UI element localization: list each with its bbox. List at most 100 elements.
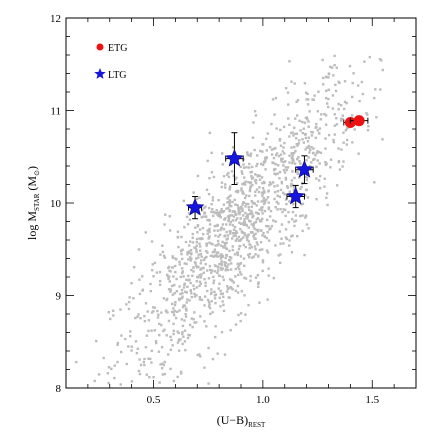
background-point <box>258 178 262 181</box>
background-point <box>180 318 183 321</box>
background-point <box>253 227 256 230</box>
background-point <box>249 185 253 188</box>
background-point <box>177 338 181 341</box>
background-point <box>235 176 238 179</box>
background-point <box>247 226 250 229</box>
background-point <box>198 249 202 252</box>
background-point <box>327 133 331 137</box>
background-point <box>205 188 209 192</box>
background-point <box>172 322 175 326</box>
background-point <box>216 255 220 258</box>
background-point <box>218 213 222 217</box>
background-point <box>288 239 291 242</box>
background-point <box>286 185 289 188</box>
background-point <box>296 144 299 147</box>
background-point <box>270 224 274 228</box>
background-point <box>337 160 341 164</box>
background-point <box>218 262 221 266</box>
background-point <box>220 253 223 256</box>
background-point <box>272 181 275 184</box>
background-point <box>265 198 268 201</box>
background-point <box>296 172 299 176</box>
background-point <box>315 122 318 126</box>
background-point <box>207 277 211 280</box>
background-point <box>351 141 354 144</box>
background-point <box>116 343 119 346</box>
background-point <box>205 242 208 245</box>
background-point <box>225 247 229 251</box>
background-point <box>342 131 345 134</box>
background-point <box>257 190 261 194</box>
background-point <box>246 234 249 237</box>
background-point <box>129 334 132 338</box>
background-point <box>258 219 262 222</box>
background-point <box>290 80 293 83</box>
background-point <box>325 162 328 165</box>
background-point <box>324 75 328 78</box>
background-point <box>222 295 225 299</box>
background-point <box>222 246 225 249</box>
background-point <box>255 154 259 157</box>
background-point <box>164 310 168 313</box>
background-point <box>329 158 333 161</box>
background-point <box>195 280 198 283</box>
background-point <box>132 266 136 269</box>
background-point <box>258 301 261 304</box>
background-point <box>181 330 184 334</box>
background-point <box>213 294 217 297</box>
background-point <box>200 259 203 262</box>
background-point <box>106 372 110 375</box>
background-point <box>204 284 207 288</box>
background-point <box>216 244 219 247</box>
background-point <box>163 223 166 226</box>
background-point <box>219 289 222 293</box>
background-point <box>249 212 252 215</box>
background-point <box>207 305 211 308</box>
background-point <box>285 168 288 172</box>
background-point <box>155 341 158 345</box>
background-point <box>315 151 319 155</box>
background-point <box>120 334 123 337</box>
background-point <box>196 174 200 178</box>
background-point <box>225 230 228 234</box>
background-point <box>343 100 347 104</box>
background-point <box>321 58 324 62</box>
background-point <box>255 218 258 221</box>
background-point <box>198 280 202 283</box>
background-point <box>292 134 295 137</box>
background-point <box>244 180 247 183</box>
background-point <box>309 148 312 151</box>
background-point <box>316 159 319 162</box>
background-point <box>285 202 288 206</box>
background-point <box>250 170 254 174</box>
background-point <box>219 215 223 219</box>
background-point <box>218 274 221 277</box>
background-point <box>247 303 250 307</box>
background-point <box>242 163 245 166</box>
background-point <box>242 214 245 217</box>
background-point <box>224 183 227 186</box>
background-point <box>233 253 237 256</box>
background-point <box>326 105 330 109</box>
background-point <box>246 215 249 219</box>
background-point <box>294 132 297 136</box>
background-point <box>287 117 290 120</box>
background-point <box>230 214 234 217</box>
background-point <box>296 171 299 174</box>
background-point <box>213 250 216 253</box>
background-point <box>241 236 245 239</box>
background-point <box>150 329 153 332</box>
background-point <box>254 173 257 176</box>
background-point <box>166 311 169 314</box>
background-point <box>226 287 230 291</box>
background-point <box>254 232 257 236</box>
background-point <box>213 248 217 251</box>
background-point <box>228 215 231 218</box>
background-point <box>234 234 237 237</box>
background-point <box>180 267 184 270</box>
background-point <box>310 134 314 137</box>
background-point <box>208 176 211 180</box>
background-point <box>217 287 220 290</box>
background-point <box>183 262 186 265</box>
background-point <box>366 128 370 132</box>
